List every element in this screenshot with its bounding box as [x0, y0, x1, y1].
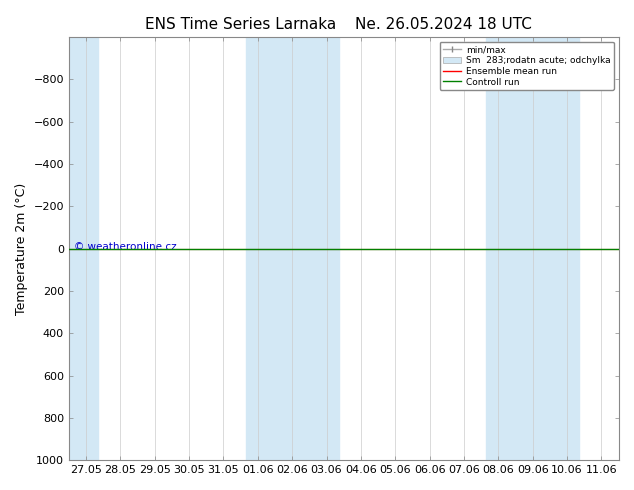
Legend: min/max, Sm  283;rodatn acute; odchylka, Ensemble mean run, Controll run: min/max, Sm 283;rodatn acute; odchylka, … [439, 42, 614, 90]
Text: Ne. 26.05.2024 18 UTC: Ne. 26.05.2024 18 UTC [356, 17, 532, 32]
Text: © weatheronline.cz: © weatheronline.cz [74, 243, 177, 252]
Bar [69, 37, 98, 460]
Y-axis label: Temperature 2m (°C): Temperature 2m (°C) [15, 182, 28, 315]
Bar [246, 37, 339, 460]
Text: ENS Time Series Larnaka: ENS Time Series Larnaka [145, 17, 337, 32]
Bar [486, 37, 579, 460]
